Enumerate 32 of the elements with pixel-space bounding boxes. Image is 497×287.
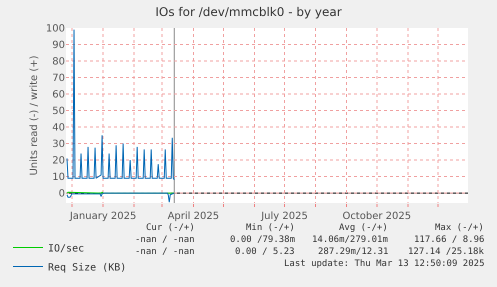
y-tick-label: 40 (52, 122, 65, 134)
text: -nan / -nan (135, 247, 195, 257)
text: Min (-/+) (246, 223, 295, 233)
x-tick-label: October 2025 (342, 211, 412, 222)
text: 127.14 /25.18k (408, 247, 484, 257)
y-tick-label: 60 (52, 90, 65, 101)
y-tick-label: 100 (46, 24, 65, 34)
text: Cur (-/+) (146, 223, 195, 233)
x-tick-label: July 2025 (260, 211, 308, 222)
y-tick-label: 80 (52, 56, 65, 68)
text: Last update: Thu Mar 13 12:50:09 2025 (284, 259, 484, 269)
y-tick-label: 20 (52, 156, 65, 167)
y-tick-label: 50 (52, 106, 65, 118)
text: 0.00 /79.38m (230, 235, 296, 245)
y-tick-label: 0 (58, 188, 65, 200)
y-axis-title: Units read (-) / write (+) (28, 55, 40, 176)
text: 287.29m/12.31 (318, 247, 388, 257)
text: Max (-/+) (435, 223, 484, 233)
chart-title: IOs for /dev/mmcblk0 - by year (155, 5, 342, 20)
text: Avg (-/+) (339, 223, 388, 233)
text: 117.66 / 8.96 (414, 235, 484, 245)
x-tick-label: April 2025 (168, 211, 220, 222)
text: -nan / -nan (135, 235, 195, 245)
text: 0.00 / 5.23 (235, 247, 295, 257)
y-tick-label: 90 (52, 40, 65, 52)
text: 14.06m/279.01m (312, 235, 388, 245)
y-tick-label: 10 (52, 172, 65, 184)
legend-label: IO/sec (48, 243, 84, 254)
y-tick-label: 30 (52, 139, 65, 150)
y-tick-label: 70 (52, 73, 65, 84)
legend-label: Req Size (KB) (48, 262, 126, 274)
x-tick-label: January 2025 (68, 211, 136, 222)
